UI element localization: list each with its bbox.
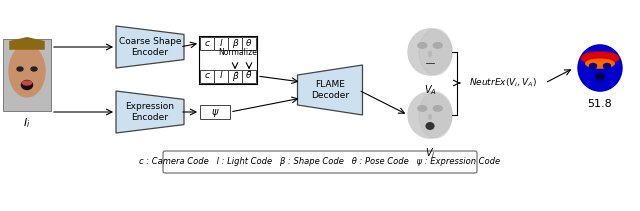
Text: $NeutrEx(V_i, V_A)$: $NeutrEx(V_i, V_A)$ (469, 77, 537, 89)
Polygon shape (9, 37, 45, 50)
Text: β̂: β̂ (232, 71, 238, 81)
Text: l: l (220, 72, 222, 81)
Text: β: β (232, 38, 238, 47)
Ellipse shape (429, 115, 431, 119)
Text: Expression
Encoder: Expression Encoder (125, 102, 175, 122)
Polygon shape (298, 65, 362, 115)
FancyBboxPatch shape (228, 37, 242, 50)
Ellipse shape (22, 81, 33, 89)
FancyBboxPatch shape (242, 37, 256, 50)
Ellipse shape (426, 123, 434, 129)
FancyBboxPatch shape (228, 69, 242, 83)
Text: c : Camera Code   l : Light Code   β : Shape Code   θ : Pose Code   ψ : Expressi: c : Camera Code l : Light Code β : Shape… (140, 157, 500, 166)
Polygon shape (116, 91, 184, 133)
Text: $V_i$: $V_i$ (425, 146, 435, 160)
Ellipse shape (604, 64, 611, 69)
FancyBboxPatch shape (242, 69, 256, 83)
Text: Coarse Shape
Encoder: Coarse Shape Encoder (119, 37, 181, 57)
Ellipse shape (22, 81, 31, 85)
Text: θ: θ (246, 38, 252, 47)
FancyBboxPatch shape (214, 69, 228, 83)
FancyBboxPatch shape (214, 37, 228, 50)
Text: $V_A$: $V_A$ (424, 83, 436, 97)
FancyBboxPatch shape (200, 105, 230, 119)
Ellipse shape (578, 45, 622, 91)
Ellipse shape (419, 29, 452, 75)
FancyBboxPatch shape (200, 69, 214, 83)
Text: c: c (205, 72, 209, 81)
Ellipse shape (418, 106, 427, 111)
Ellipse shape (408, 29, 452, 75)
Ellipse shape (17, 67, 23, 71)
Ellipse shape (429, 51, 431, 57)
Ellipse shape (419, 92, 452, 138)
Ellipse shape (9, 45, 45, 97)
Text: $I_i$: $I_i$ (23, 116, 31, 130)
Ellipse shape (433, 43, 442, 48)
Text: FLAME
Decoder: FLAME Decoder (311, 80, 349, 100)
Text: ψ: ψ (212, 107, 218, 117)
Text: l: l (220, 38, 222, 47)
Text: 51.8: 51.8 (588, 99, 612, 109)
Text: Normalize: Normalize (219, 48, 257, 57)
Ellipse shape (418, 43, 427, 48)
Ellipse shape (596, 73, 604, 80)
Polygon shape (116, 26, 184, 68)
Text: c: c (205, 38, 209, 47)
Text: θ̂: θ̂ (246, 72, 252, 81)
Ellipse shape (586, 59, 614, 68)
Ellipse shape (589, 64, 596, 69)
FancyBboxPatch shape (200, 37, 214, 50)
Ellipse shape (581, 52, 619, 64)
FancyBboxPatch shape (3, 39, 51, 111)
FancyBboxPatch shape (163, 151, 477, 173)
Ellipse shape (408, 92, 452, 138)
Ellipse shape (433, 106, 442, 111)
Ellipse shape (31, 67, 37, 71)
